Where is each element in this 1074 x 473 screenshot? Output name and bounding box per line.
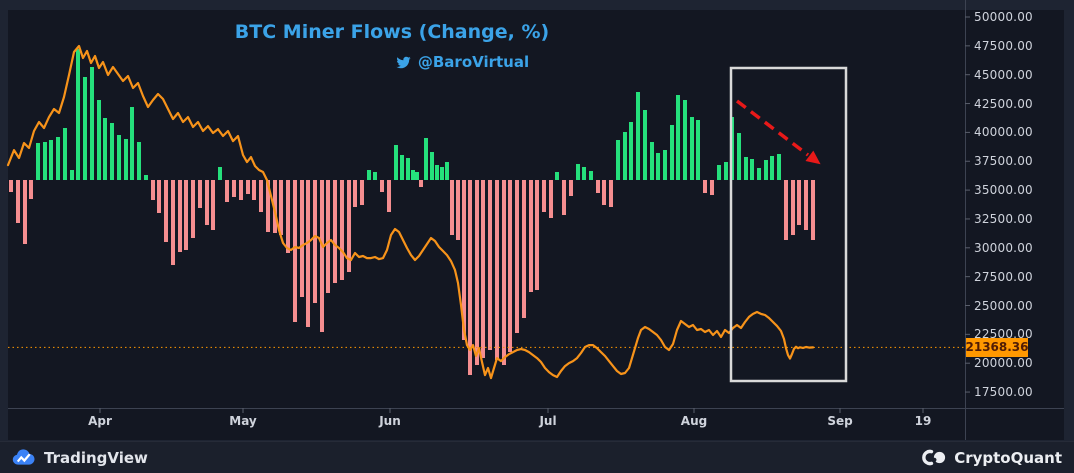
tradingview-logo-icon: [12, 449, 35, 465]
x-axis-label: Aug: [680, 414, 708, 428]
last-price-label: 21368.36: [966, 337, 1029, 357]
chart-subtitle: @BaroVirtual: [395, 53, 529, 71]
tradingview-label: TradingView: [44, 448, 148, 467]
y-axis-label: 27500.00: [974, 269, 1033, 284]
y-axis-label: 22500.00: [974, 327, 1033, 342]
bottom-toolbar: TradingView CryptoQuant: [0, 441, 1074, 473]
x-axis-label: Sep: [827, 414, 853, 428]
subtitle-handle: @BaroVirtual: [417, 53, 530, 71]
x-axis-label: Apr: [88, 414, 112, 428]
y-axis-label: 32500.00: [974, 211, 1033, 226]
cryptoquant-logo-icon: [922, 449, 946, 466]
y-axis-label: 45000.00: [974, 67, 1033, 82]
y-axis-label: 50000.00: [974, 10, 1033, 24]
y-axis-label: 42500.00: [974, 96, 1033, 111]
y-axis-label: 20000.00: [974, 356, 1033, 371]
tradingview-brand[interactable]: TradingView: [12, 449, 148, 467]
y-axis-label: 17500.00: [974, 385, 1033, 400]
y-axis-label: 35000.00: [974, 183, 1033, 198]
cryptoquant-label: CryptoQuant: [954, 448, 1062, 467]
x-axis-label: 19: [914, 414, 932, 428]
y-axis-label: 40000.00: [974, 125, 1033, 140]
y-axis-label: 25000.00: [974, 298, 1033, 313]
y-axis-label: 30000.00: [974, 240, 1033, 255]
chart-title: BTC Miner Flows (Change, %): [234, 21, 550, 43]
y-axis-label: 47500.00: [974, 38, 1033, 53]
x-axis-label: Jul: [539, 414, 557, 428]
cryptoquant-brand: CryptoQuant: [920, 449, 1062, 467]
x-axis-label: Jun: [379, 414, 401, 428]
x-axis-label: May: [229, 414, 257, 428]
twitter-icon: [396, 56, 411, 68]
y-axis-label: 37500.00: [974, 154, 1033, 169]
